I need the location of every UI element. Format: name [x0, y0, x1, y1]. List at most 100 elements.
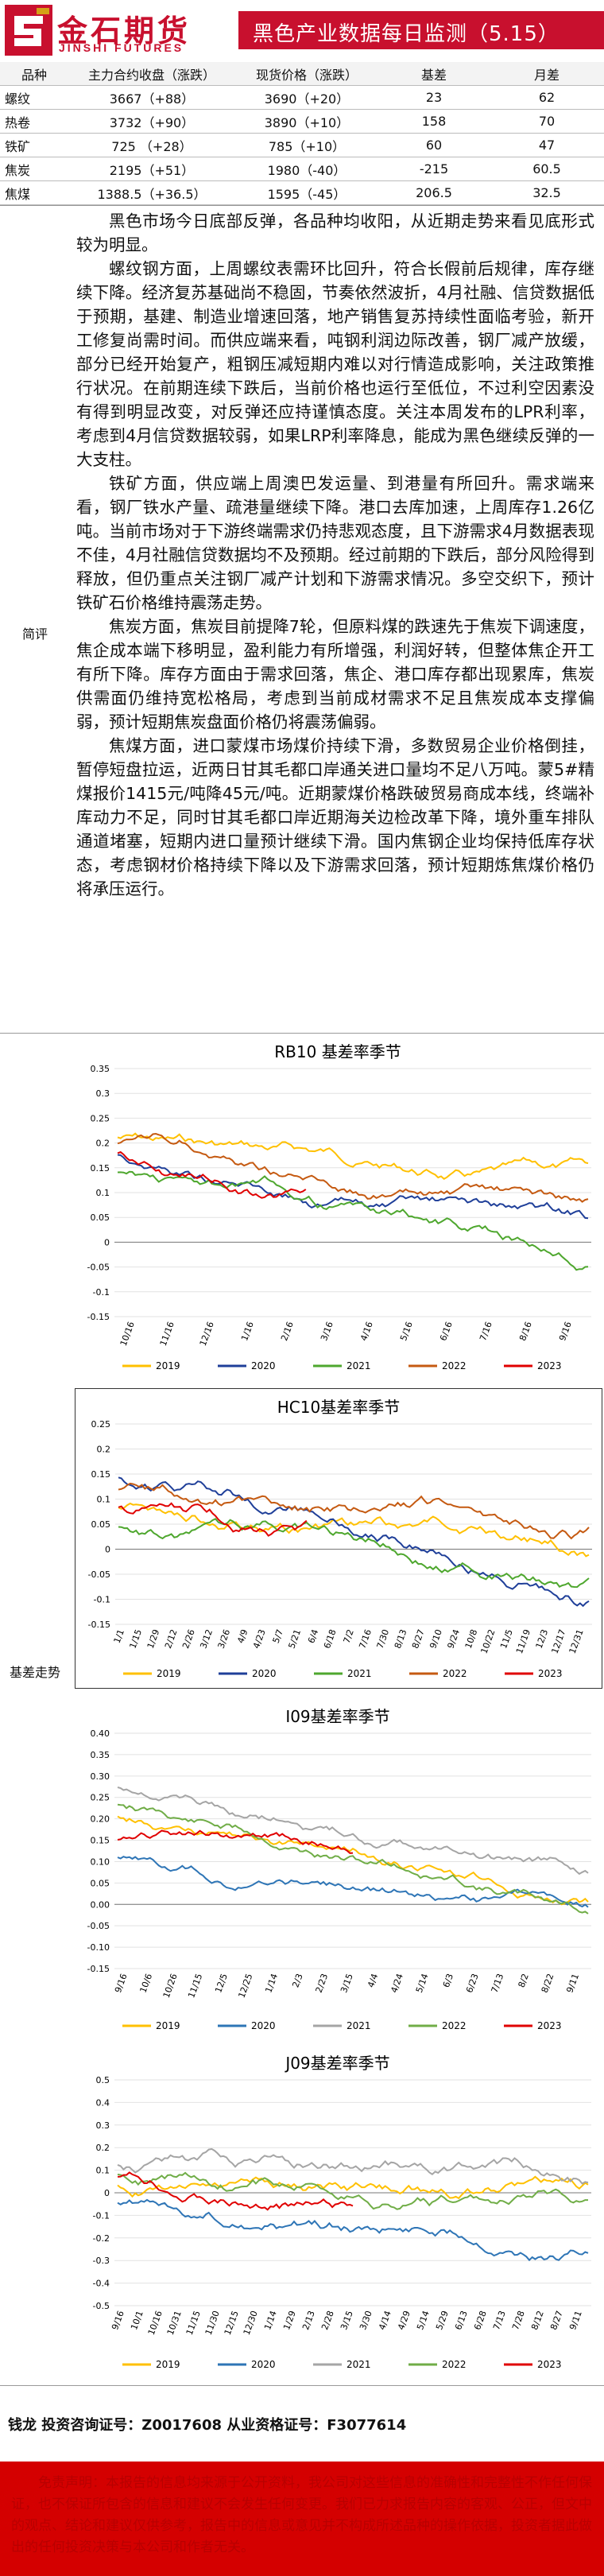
series-line — [117, 1132, 589, 1181]
x-tick-label: 6/13 — [453, 2310, 470, 2332]
x-tick-label: 1/14 — [263, 1973, 280, 1995]
x-tick-label: 1/16 — [239, 1321, 256, 1343]
x-tick-label: 4/9 — [235, 1628, 250, 1645]
legend-label: 2020 — [252, 1668, 277, 1679]
table-row: 焦煤 1388.5（+36.5） 1595（-45） 206.5 32.5 — [0, 180, 604, 205]
x-tick-label: 10/31 — [165, 2310, 184, 2337]
x-tick-label: 6/23 — [464, 1973, 481, 1995]
x-tick-label: 8/13 — [393, 1628, 409, 1651]
x-tick-label: 10/22 — [479, 1628, 498, 1655]
series-line — [117, 1787, 589, 1876]
y-tick-label: -0.10 — [87, 1942, 110, 1953]
table-cell: 3690（+20） — [235, 85, 378, 110]
series-line — [117, 1856, 589, 1908]
x-tick-label: 1/29 — [145, 1628, 162, 1651]
x-tick-label: 5/29 — [434, 2310, 451, 2332]
series-line — [118, 1476, 590, 1608]
comment-paragraph: 焦煤方面，进口蒙煤市场煤价持续下滑，多数贸易企业价格倒挂，暂停短盘拉运，近两日甘… — [76, 736, 594, 898]
x-tick-label: 12/17 — [549, 1628, 567, 1655]
table-cell: 47 — [490, 133, 604, 157]
legend-label: 2022 — [443, 1668, 467, 1679]
logo-english-text: JINSHI FUTURES — [59, 41, 184, 54]
x-tick-label: 7/16 — [478, 1321, 494, 1343]
x-tick-label: 4/24 — [389, 1973, 405, 1995]
table-cell: 焦煤 — [0, 180, 68, 205]
x-tick-label: 12/30 — [242, 2310, 260, 2337]
y-tick-label: 0.00 — [91, 1899, 110, 1910]
legend-label: 2022 — [442, 2020, 467, 2031]
table-cell: 1388.5（+36.5） — [68, 180, 235, 205]
y-tick-label: -0.15 — [87, 1964, 110, 1974]
series-line — [118, 1518, 590, 1589]
x-tick-label: 7/16 — [357, 1628, 374, 1651]
x-tick-label: 8/2 — [517, 1973, 531, 1989]
x-tick-label: 11/16 — [158, 1321, 176, 1348]
y-tick-label: -0.05 — [87, 1921, 110, 1931]
x-tick-label: 8/16 — [517, 1321, 534, 1343]
y-tick-label: 0.5 — [96, 2075, 110, 2085]
y-tick-label: 0.05 — [91, 1519, 111, 1530]
x-tick-label: 8/27 — [548, 2310, 565, 2332]
comment-paragraph: 螺纹钢方面，上周螺纹表需环比回升，符合长假前后规律，库存继续下降。经济复苏基础尚… — [76, 259, 594, 469]
chart-title: J09基差率季节 — [284, 2054, 389, 2073]
y-tick-label: 0.35 — [91, 1750, 110, 1760]
x-tick-label: 7/28 — [510, 2310, 527, 2332]
x-tick-label: 2/13 — [300, 2310, 317, 2332]
x-tick-label: 4/16 — [358, 1321, 375, 1343]
legend-label: 2020 — [251, 2020, 276, 2031]
y-tick-label: -0.05 — [87, 1263, 110, 1273]
x-tick-label: 6/4 — [306, 1628, 320, 1645]
chart-title: I09基差率季节 — [285, 1707, 389, 1726]
series-line — [117, 2147, 589, 2185]
y-tick-label: 0.3 — [96, 2120, 110, 2131]
x-tick-label: 6/16 — [438, 1321, 455, 1343]
y-tick-label: 0 — [104, 2188, 110, 2198]
x-tick-label: 3/15 — [339, 1973, 355, 1995]
y-tick-label: -0.2 — [93, 2233, 110, 2244]
series-line — [117, 1170, 589, 1271]
y-tick-label: 0.35 — [91, 1064, 110, 1074]
x-tick-label: 11/5 — [498, 1628, 515, 1651]
table-cell: 62 — [490, 85, 604, 110]
x-tick-label: 9/11 — [567, 2310, 584, 2332]
x-tick-label: 4/4 — [366, 1973, 380, 1989]
series-line — [117, 1815, 589, 1906]
x-tick-label: 9/16 — [113, 1973, 130, 1995]
table-cell: 铁矿 — [0, 133, 68, 157]
series-line — [117, 2171, 354, 2211]
series-line — [117, 1803, 589, 1915]
y-tick-label: -0.1 — [94, 1595, 110, 1605]
x-tick-label: 4/29 — [396, 2310, 412, 2332]
x-tick-label: 5/16 — [398, 1321, 415, 1343]
comment-text: 黑色市场今日底部反弹，各品种均收阳，从近期走势来看见底形式较为明显。 螺纹钢方面… — [76, 209, 594, 901]
y-tick-label: 0.4 — [96, 2097, 110, 2108]
y-tick-label: 0.40 — [91, 1728, 110, 1739]
x-tick-label: 1/14 — [262, 2310, 279, 2332]
x-tick-label: 2/12 — [163, 1628, 180, 1651]
x-tick-label: 10/16 — [118, 1321, 137, 1348]
column-header: 品种 — [0, 62, 68, 86]
legend-label: 2020 — [251, 2359, 276, 2370]
hc10-chart: HC10基差率季节 0.25 0.2 0.15 0.1 0.05 0 -0.05 -0.1 -0.… — [75, 1388, 602, 1689]
y-tick-label: 0.2 — [96, 1139, 110, 1149]
i09-chart: I09基差率季节 0.40 0.35 0.30 0.25 0.20 0.15 0.10 0.05… — [75, 1698, 601, 2040]
header: 金石期货 JINSHI FUTURES 黑色产业数据每日监测（5.15） — [0, 0, 604, 60]
comment-label: 简评 — [21, 627, 48, 642]
quotes-header-row: 品种 主力合约收盘（涨跌） 现货价格（涨跌） 基差 月差 — [0, 62, 604, 86]
report-title: 黑色产业数据每日监测（5.15） — [253, 22, 559, 46]
legend-label: 2019 — [156, 1360, 180, 1371]
x-tick-label: 6/3 — [441, 1973, 455, 1989]
y-tick-label: 0.25 — [91, 1113, 110, 1123]
table-cell: 3890（+10） — [235, 109, 378, 134]
x-tick-label: 9/16 — [557, 1321, 574, 1343]
y-tick-label: 0.05 — [91, 1212, 110, 1223]
chart-svg: J09基差率季节 0.5 0.4 0.3 0.2 0.1 0 -0.1 -0.2 -0.3 -0.4… — [93, 2054, 591, 2370]
x-tick-label: 2/23 — [314, 1973, 331, 1995]
legend-label: 2021 — [347, 1360, 371, 1371]
table-row: 铁矿 725 （+28） 785（+10） 60 47 — [0, 133, 604, 157]
y-tick-label: 0.10 — [91, 1856, 110, 1867]
x-tick-label: 12/5 — [213, 1973, 230, 1995]
table-cell: 热卷 — [0, 109, 68, 134]
legend-label: 2021 — [347, 1668, 372, 1679]
x-tick-label: 7/13 — [491, 2310, 508, 2332]
